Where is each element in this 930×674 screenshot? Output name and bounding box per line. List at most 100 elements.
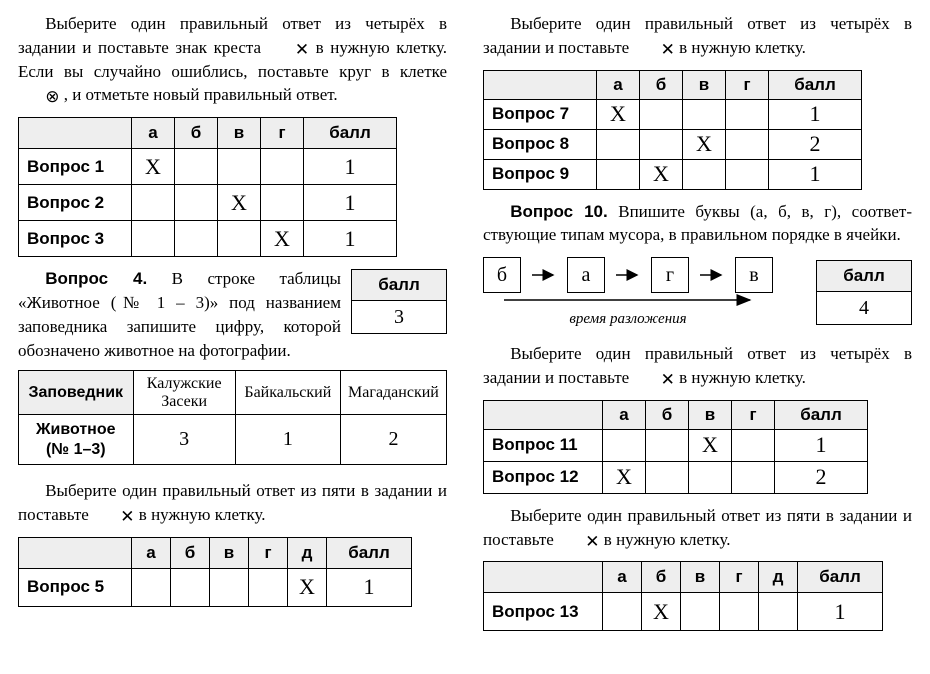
- answer-cell[interactable]: [726, 129, 769, 159]
- instr4s2-text-b: в нужную клетку.: [679, 368, 806, 387]
- answer-cell[interactable]: [132, 185, 175, 221]
- reserve-answer-cell[interactable]: 3: [133, 415, 235, 465]
- reserves-table: ЗаповедникКалужскиеЗасекиБайкальскийМага…: [18, 370, 447, 465]
- col-question: [484, 400, 603, 429]
- answer-cell[interactable]: [720, 593, 759, 631]
- q10-score-table: балл 4: [816, 260, 912, 325]
- col-opt-b: б: [646, 400, 689, 429]
- flow-box[interactable]: в: [735, 257, 773, 293]
- col-opt-a: а: [132, 537, 171, 568]
- answer-cell[interactable]: X: [288, 568, 327, 606]
- question-label: Вопрос 7: [484, 99, 597, 129]
- col-opt-g: г: [249, 537, 288, 568]
- answer-cell[interactable]: [603, 429, 646, 461]
- answer-cell[interactable]: [726, 159, 769, 189]
- reserve-answer-cell[interactable]: 2: [340, 415, 446, 465]
- answer-cell[interactable]: [218, 221, 261, 257]
- instructions-4opt-right: Выберите один правильный ответ из четырё…: [483, 342, 912, 390]
- col-score: балл: [798, 562, 883, 593]
- answer-cell[interactable]: [681, 593, 720, 631]
- reserve-name: Байкальский: [235, 371, 340, 415]
- instructions-5opt-left: Выберите один правильный ответ из пяти в…: [18, 479, 447, 527]
- col-score: балл: [769, 70, 862, 99]
- question-label: Вопрос 9: [484, 159, 597, 189]
- question-label: Вопрос 1: [19, 149, 132, 185]
- col-opt-v: в: [210, 537, 249, 568]
- question-label: Вопрос 12: [484, 461, 603, 493]
- flow-box[interactable]: а: [567, 257, 605, 293]
- answer-cell[interactable]: X: [603, 461, 646, 493]
- answer-cell[interactable]: X: [640, 159, 683, 189]
- answer-cell[interactable]: [261, 185, 304, 221]
- answer-cell[interactable]: [597, 129, 640, 159]
- cross-circle-icon: ⊗: [18, 88, 59, 105]
- col-opt-v: в: [218, 118, 261, 149]
- flow-box[interactable]: б: [483, 257, 521, 293]
- answer-cell[interactable]: [603, 593, 642, 631]
- answer-cell[interactable]: [132, 221, 175, 257]
- instructions-5opt-right: Выберите один правильный ответ из пяти в…: [483, 504, 912, 552]
- answer-cell[interactable]: [683, 159, 726, 189]
- answer-cell[interactable]: [218, 149, 261, 185]
- question-label: Вопрос 13: [484, 593, 603, 631]
- col-opt-b: б: [642, 562, 681, 593]
- instructions-top-right: Выберите один правильный ответ из четырё…: [483, 12, 912, 60]
- col-question: [19, 118, 132, 149]
- answer-cell[interactable]: [249, 568, 288, 606]
- flow-diagram-row: багв время разложения балл: [483, 257, 912, 328]
- score-cell: 1: [304, 185, 397, 221]
- col-opt-d: д: [759, 562, 798, 593]
- answer-cell[interactable]: [646, 461, 689, 493]
- cross-icon: ✕: [633, 371, 674, 388]
- col-opt-a: а: [597, 70, 640, 99]
- score-cell: 1: [798, 593, 883, 631]
- q4-label: Вопрос 4.: [45, 269, 147, 288]
- answer-cell[interactable]: X: [597, 99, 640, 129]
- answer-cell[interactable]: [732, 461, 775, 493]
- score-cell: 1: [304, 221, 397, 257]
- answer-cell[interactable]: [640, 99, 683, 129]
- answer-cell[interactable]: [261, 149, 304, 185]
- col-opt-g: г: [726, 70, 769, 99]
- answer-cell[interactable]: X: [642, 593, 681, 631]
- col-opt-a: а: [603, 562, 642, 593]
- instr5r-text-b: в нужную клетку.: [604, 530, 731, 549]
- answer-cell[interactable]: [210, 568, 249, 606]
- answer-cell[interactable]: [175, 221, 218, 257]
- answer-cell[interactable]: [175, 185, 218, 221]
- flow-box[interactable]: г: [651, 257, 689, 293]
- answer-cell[interactable]: X: [261, 221, 304, 257]
- answer-cell[interactable]: X: [683, 129, 726, 159]
- question-label: Вопрос 5: [19, 568, 132, 606]
- flow-caption: время разложения: [569, 311, 686, 328]
- answer-cell[interactable]: [171, 568, 210, 606]
- answer-cell[interactable]: [732, 429, 775, 461]
- answer-cell[interactable]: [640, 129, 683, 159]
- score-cell: 1: [775, 429, 868, 461]
- col-opt-b: б: [171, 537, 210, 568]
- answer-cell[interactable]: [132, 568, 171, 606]
- question-label: Вопрос 11: [484, 429, 603, 461]
- answer-cell[interactable]: [597, 159, 640, 189]
- cross-icon: ✕: [633, 41, 674, 58]
- answer-cell[interactable]: X: [132, 149, 175, 185]
- q4-score-value: 3: [352, 301, 447, 334]
- answer-cell[interactable]: [726, 99, 769, 129]
- answers-table-13: абвгдбаллВопрос 13X1: [483, 561, 883, 631]
- col-score: балл: [304, 118, 397, 149]
- answer-cell[interactable]: [683, 99, 726, 129]
- answer-cell[interactable]: [646, 429, 689, 461]
- left-column: Выберите один правильный ответ из четырё…: [18, 12, 453, 674]
- answers-table-7-9: абвгбаллВопрос 7X1Вопрос 8X2Вопрос 9X1: [483, 70, 862, 190]
- answer-cell[interactable]: X: [218, 185, 261, 221]
- reserve-answer-cell[interactable]: 1: [235, 415, 340, 465]
- answer-cell[interactable]: [175, 149, 218, 185]
- answer-cell[interactable]: X: [689, 429, 732, 461]
- col-opt-g: г: [732, 400, 775, 429]
- answer-cell[interactable]: [689, 461, 732, 493]
- col-question: [484, 70, 597, 99]
- q10-label: Вопрос 10.: [510, 202, 608, 221]
- score-cell: 1: [327, 568, 412, 606]
- arrow-right-icon: [615, 268, 641, 282]
- answer-cell[interactable]: [759, 593, 798, 631]
